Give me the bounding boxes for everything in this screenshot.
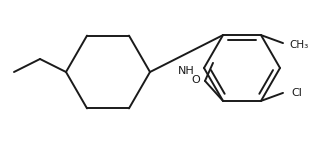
Text: Cl: Cl bbox=[291, 88, 302, 98]
Text: O: O bbox=[192, 75, 200, 85]
Text: CH₃: CH₃ bbox=[289, 40, 308, 50]
Text: NH: NH bbox=[178, 66, 195, 76]
